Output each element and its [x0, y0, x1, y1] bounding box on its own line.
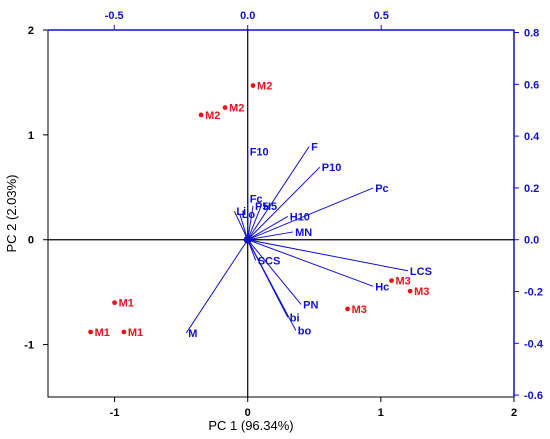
variable-label: P5	[255, 201, 268, 213]
y-tick-label: 2	[28, 25, 34, 37]
right-tick-label: 0.6	[524, 79, 539, 91]
loading-vector	[247, 146, 310, 240]
variable-label: F10	[250, 147, 269, 159]
loadings-x-ticks: -0.5 0.0 0.5	[105, 10, 389, 30]
loading-vector	[185, 239, 249, 334]
variable-label: P10	[322, 162, 342, 174]
variable-label: F	[311, 141, 318, 153]
loading-vector	[247, 215, 289, 241]
y-axis-title: PC 2 (2.03%)	[4, 174, 19, 252]
right-tick-label: -0.2	[524, 287, 543, 299]
right-tick-label: -0.6	[524, 390, 543, 402]
variable-label: Pc	[375, 183, 388, 195]
observation-label: M1	[128, 327, 143, 339]
loading-vector	[247, 187, 374, 241]
right-tick-label: 0.2	[524, 183, 539, 195]
variable-label: Fc	[250, 193, 263, 205]
top-tick-label: 0.0	[240, 10, 255, 22]
variable-label: Lo	[242, 209, 256, 221]
variable-label: LCS	[410, 266, 432, 278]
observation-label: M3	[396, 276, 411, 288]
observation-point	[222, 105, 228, 110]
variable-label: PN	[303, 299, 318, 311]
right-tick-label: 0.0	[524, 235, 539, 247]
variable-label: Li	[236, 206, 246, 218]
observation-point	[389, 278, 394, 284]
y-tick-label: 1	[28, 130, 34, 142]
loading-vector	[247, 205, 262, 240]
vector-origin	[243, 235, 252, 244]
observation-point	[112, 300, 117, 306]
observation-label: M2	[257, 81, 272, 93]
variable-label: H10	[290, 211, 310, 223]
y-axis-ticks: -1 0 1 2	[24, 25, 48, 352]
x-tick-label: 2	[511, 407, 517, 419]
right-tick-label: 0.4	[524, 131, 540, 143]
observation-label: M1	[95, 327, 110, 339]
variable-label: Hc	[375, 281, 389, 293]
observation-label: M1	[119, 298, 134, 310]
variable-label: H5	[263, 201, 277, 213]
loading-vector	[247, 239, 302, 305]
observation-point	[345, 306, 350, 312]
loading-vector	[247, 239, 374, 287]
loadings-y-ticks: 0.8 0.6 0.4 0.2 0.0 -0.2 -0.4 -0.6	[514, 28, 544, 402]
x-tick-label: 0	[245, 407, 251, 419]
variable-label: bo	[298, 325, 312, 337]
right-tick-label: 0.8	[524, 28, 539, 40]
loading-vector	[247, 239, 409, 272]
variable-label: M	[188, 328, 197, 340]
loading-vector	[247, 231, 294, 241]
loading-vector	[239, 213, 249, 240]
observation-point	[121, 329, 127, 335]
right-tick-label: -0.4	[524, 338, 544, 350]
loading-vector	[233, 211, 249, 240]
observation-point	[198, 112, 204, 118]
observation-label: M2	[205, 110, 220, 122]
x-axis-title: PC 1 (96.34%)	[208, 418, 293, 433]
x-tick-label: 1	[378, 407, 384, 419]
loading-vector	[247, 166, 321, 241]
top-tick-label: 0.5	[374, 10, 389, 22]
variable-label: bi	[290, 312, 300, 324]
y-tick-label: 0	[28, 235, 34, 247]
x-axis-ticks: -1 0 1 2	[110, 397, 517, 419]
x-tick-label: -1	[110, 407, 120, 419]
observation-point	[88, 329, 94, 335]
observation-label: M3	[352, 304, 367, 316]
loading-vector	[247, 205, 254, 240]
observation-point	[250, 83, 256, 88]
top-tick-label: -0.5	[105, 10, 124, 22]
variable-label: MN	[295, 227, 312, 239]
observation-point	[407, 288, 413, 294]
y-tick-label: -1	[24, 340, 34, 352]
observation-label: M3	[414, 286, 429, 298]
loading-vector	[247, 239, 297, 331]
observation-label: M2	[229, 103, 244, 115]
